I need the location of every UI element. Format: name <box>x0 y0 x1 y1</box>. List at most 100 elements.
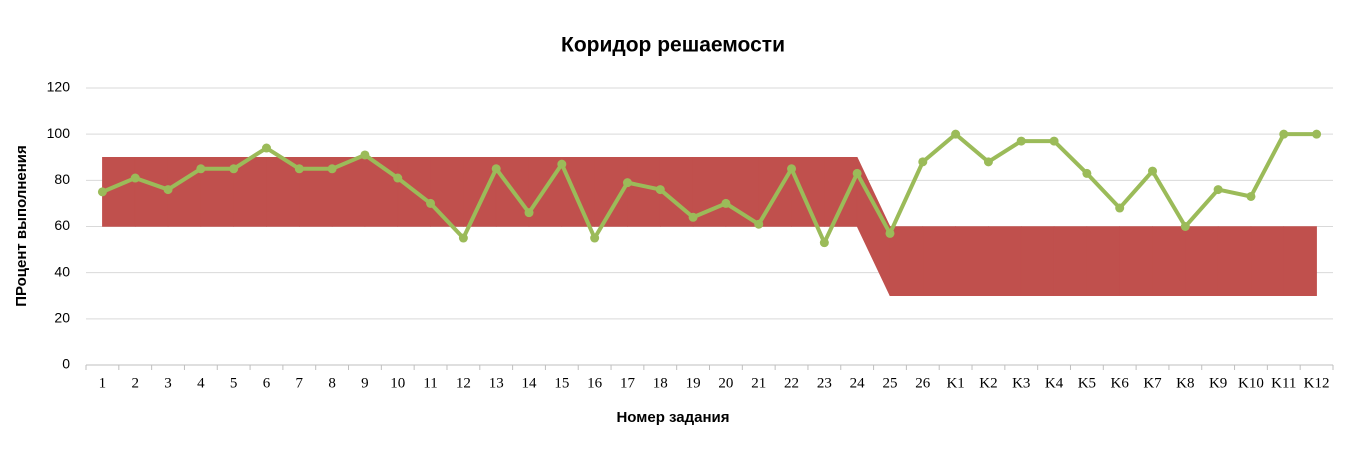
marker <box>951 129 961 139</box>
band-segment <box>791 156 825 227</box>
y-tick-label: 60 <box>54 217 70 233</box>
x-tick-label: K2 <box>979 375 997 391</box>
band-segment <box>922 226 956 297</box>
x-tick-label: 15 <box>554 375 569 391</box>
band-segment <box>988 226 1022 297</box>
x-tick-label: 11 <box>423 375 437 391</box>
y-axis-label: ПРоцент выполнения <box>13 145 30 307</box>
marker <box>327 164 337 174</box>
chart-title: Коридор решаемости <box>561 34 785 57</box>
x-tick-label: 8 <box>328 375 336 391</box>
marker <box>261 143 271 153</box>
band-segment <box>561 156 595 227</box>
band-segment <box>1283 226 1317 297</box>
marker <box>787 164 797 174</box>
marker <box>688 212 698 222</box>
x-tick-label: K8 <box>1176 375 1194 391</box>
marker <box>655 185 665 195</box>
marker <box>97 187 107 197</box>
y-tick-label: 100 <box>47 125 71 141</box>
x-tick-label: 2 <box>131 375 139 391</box>
marker <box>852 168 862 178</box>
band-segment <box>1152 226 1186 297</box>
band-segment <box>889 226 924 297</box>
y-tick-label: 40 <box>54 263 70 279</box>
marker <box>1246 191 1256 201</box>
x-tick-label: 5 <box>230 375 238 391</box>
x-tick-label: 17 <box>620 375 636 391</box>
x-tick-label: 3 <box>164 375 172 391</box>
marker <box>1115 203 1125 213</box>
marker <box>819 238 829 248</box>
x-tick-label: 26 <box>915 375 931 391</box>
band-segment <box>134 156 169 227</box>
marker <box>130 173 140 183</box>
y-tick-label: 120 <box>47 79 71 95</box>
x-tick-label: 1 <box>99 375 107 391</box>
band-segment <box>167 156 202 227</box>
x-tick-label: 4 <box>197 375 205 391</box>
x-tick-label: K4 <box>1045 375 1064 391</box>
marker <box>524 208 534 218</box>
band-segment <box>1217 226 1252 297</box>
marker <box>1180 222 1190 231</box>
x-tick-label: K12 <box>1304 375 1330 391</box>
band-segment <box>1185 226 1219 297</box>
x-tick-label: 12 <box>456 375 471 391</box>
y-tick-label: 80 <box>54 171 70 187</box>
x-tick-label: K9 <box>1209 375 1227 391</box>
x-axis-label: Номер задания <box>616 409 729 426</box>
marker <box>229 164 239 174</box>
marker <box>1082 168 1092 178</box>
marker <box>1279 129 1289 139</box>
x-tick-label: 7 <box>296 375 304 391</box>
marker <box>1049 136 1059 146</box>
x-tick-label: K11 <box>1271 375 1296 391</box>
marker <box>360 150 370 160</box>
x-tick-label: 24 <box>850 375 866 391</box>
x-tick-label: 13 <box>489 375 504 391</box>
marker <box>1016 136 1026 146</box>
x-tick-label: 9 <box>361 375 369 391</box>
y-tick-label: 0 <box>62 356 70 372</box>
x-tick-label: K3 <box>1012 375 1030 391</box>
marker <box>294 164 304 174</box>
marker <box>622 178 632 188</box>
band-segment <box>1086 226 1120 297</box>
x-tick-label: 21 <box>751 375 766 391</box>
band-segment <box>430 156 464 227</box>
marker <box>590 233 600 243</box>
x-tick-label: K6 <box>1111 375 1130 391</box>
marker <box>557 159 567 169</box>
marker <box>1148 166 1158 176</box>
x-tick-label: K7 <box>1143 375 1162 391</box>
band-segment <box>955 226 989 297</box>
marker <box>721 198 731 208</box>
band-segment <box>1119 226 1153 297</box>
x-tick-label: 20 <box>718 375 733 391</box>
marker <box>458 233 468 243</box>
band-segment <box>1053 226 1088 297</box>
marker <box>393 173 403 183</box>
x-tick-label: K1 <box>946 375 964 391</box>
marker <box>1213 185 1223 195</box>
marker <box>983 157 993 167</box>
marker <box>918 157 928 167</box>
band-segment <box>627 156 661 227</box>
x-tick-label: 19 <box>686 375 701 391</box>
x-tick-label: 23 <box>817 375 832 391</box>
marker <box>426 198 436 208</box>
band-segment <box>1020 226 1055 297</box>
marker <box>196 164 206 174</box>
x-tick-label: K5 <box>1078 375 1096 391</box>
band-segment <box>1250 226 1285 297</box>
x-tick-label: 16 <box>587 375 603 391</box>
marker <box>754 219 764 229</box>
x-tick-label: 14 <box>522 375 538 391</box>
x-tick-label: 6 <box>263 375 271 391</box>
marker <box>1312 129 1322 139</box>
x-tick-label: 18 <box>653 375 668 391</box>
x-tick-label: 22 <box>784 375 799 391</box>
y-tick-label: 20 <box>54 310 70 326</box>
